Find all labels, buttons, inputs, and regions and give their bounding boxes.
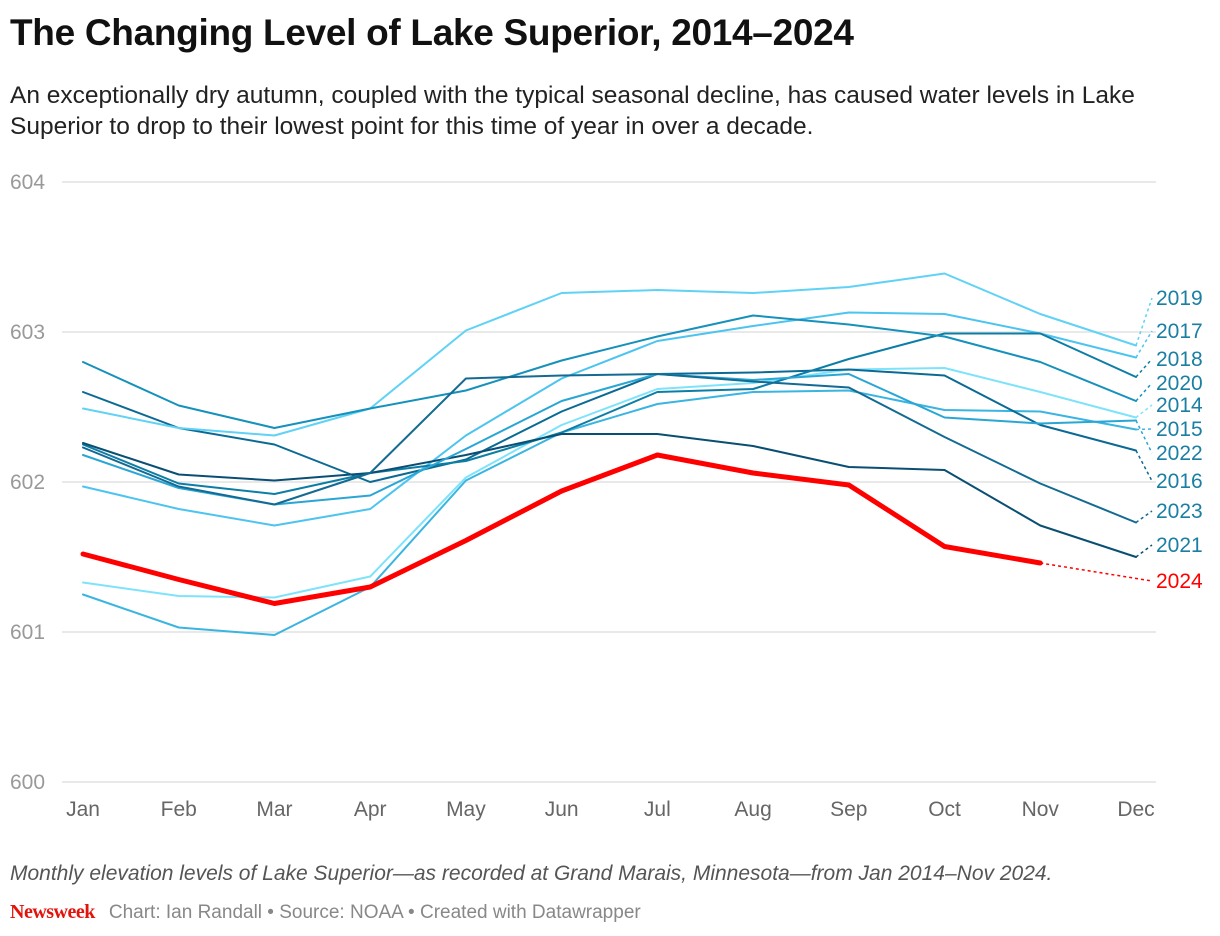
x-tick-label: Jan	[66, 798, 100, 821]
x-tick-label: Oct	[928, 798, 961, 821]
credit-text: Chart: Ian Randall • Source: NOAA • Crea…	[108, 901, 641, 923]
label-connector-2021	[1135, 544, 1153, 558]
label-connector-2014	[1135, 404, 1153, 419]
x-tick-label: Jul	[644, 798, 671, 821]
line-chart: 600 601 602 603 604 Jan Feb Mar Apr May Jun Jul Aug S…	[10, 171, 1203, 821]
chart-title: The Changing Level of Lake Superior, 201…	[10, 12, 854, 53]
series-label-2022: 2022	[1156, 442, 1203, 465]
y-tick-label: 604	[10, 171, 45, 194]
label-connector-2022	[1135, 420, 1153, 454]
label-connector-2018	[1135, 358, 1153, 378]
series-label-2024: 2024	[1156, 570, 1203, 593]
x-tick-label: Aug	[734, 798, 771, 821]
series-line-2015	[82, 389, 1137, 636]
label-connector-2016	[1135, 450, 1153, 482]
label-connector-2019	[1135, 297, 1153, 346]
y-tick-label: 601	[10, 621, 45, 644]
chart-subtitle: An exceptionally dry autumn, coupled wit…	[10, 82, 1135, 140]
chart-note: Monthly elevation levels of Lake Superio…	[10, 862, 1053, 885]
label-connector-2015	[1135, 428, 1153, 431]
x-tick-label: Feb	[161, 798, 197, 821]
series-line-2020	[82, 314, 1137, 429]
series-line-2021	[82, 433, 1137, 558]
x-tick-label: Jun	[545, 798, 579, 821]
x-tick-label: Dec	[1117, 798, 1154, 821]
x-tick-label: Mar	[256, 798, 292, 821]
x-tick-label: May	[446, 798, 486, 821]
series-label-2017: 2017	[1156, 320, 1203, 343]
label-connector-2024	[1040, 562, 1153, 582]
x-tick-label: Apr	[354, 798, 387, 821]
series-line-2019	[82, 272, 1137, 437]
series-line-2016	[82, 368, 1137, 483]
series-label-2015: 2015	[1156, 418, 1203, 441]
y-tick-label: 603	[10, 321, 45, 344]
series-label-2021: 2021	[1156, 534, 1203, 557]
label-connector-2023	[1135, 510, 1153, 524]
series-line-2018	[82, 332, 1137, 495]
series-line-2023	[82, 373, 1137, 524]
footer: Newsweek Chart: Ian Randall • Source: NO…	[10, 901, 641, 924]
series-label-2014: 2014	[1156, 394, 1203, 417]
newsweek-logo[interactable]: Newsweek	[10, 901, 95, 923]
label-connector-2017	[1135, 330, 1153, 358]
series-line-2017	[82, 311, 1137, 527]
series-label-2020: 2020	[1156, 372, 1203, 395]
x-tick-label: Nov	[1022, 798, 1060, 821]
series-label-2016: 2016	[1156, 470, 1203, 493]
x-tick-label: Sep	[830, 798, 867, 821]
y-tick-label: 602	[10, 471, 45, 494]
series-label-2018: 2018	[1156, 348, 1203, 371]
y-tick-label: 600	[10, 771, 45, 794]
label-connector-2020	[1135, 382, 1153, 402]
series-label-2019: 2019	[1156, 287, 1203, 310]
series-label-2023: 2023	[1156, 500, 1203, 523]
